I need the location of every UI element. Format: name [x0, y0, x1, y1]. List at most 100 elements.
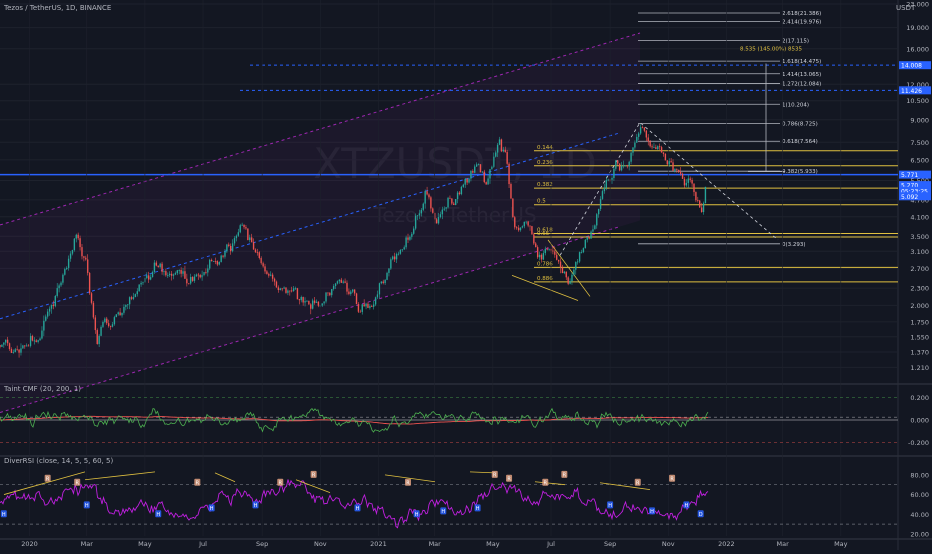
price-tick-label: 7.500 — [910, 139, 929, 147]
candle-body — [519, 227, 522, 231]
candle-body — [485, 182, 487, 185]
time-tick-label: 2021 — [370, 540, 387, 548]
candle-body — [6, 339, 9, 344]
candle-body — [48, 308, 51, 312]
candle-body — [576, 261, 579, 263]
candle-body — [94, 317, 97, 331]
rsi-marker: R — [405, 478, 412, 487]
rsi-marker: R — [310, 470, 317, 479]
fib-level-label: 0.5 — [537, 199, 546, 205]
candle-body — [77, 234, 79, 239]
candle-body — [279, 288, 281, 290]
candle-body — [323, 301, 325, 304]
candle-body — [582, 248, 585, 253]
candle-body — [521, 226, 524, 228]
fib-ext-label: 1.414(13.065) — [782, 72, 821, 78]
rsi-marker-text: R — [75, 481, 79, 487]
candle-body — [268, 273, 270, 276]
symbol-title[interactable]: Tezos / TetherUS, 1D, BINANCE — [4, 4, 112, 12]
candle-body — [472, 170, 474, 173]
candle-body — [27, 345, 30, 347]
candle-body — [664, 153, 667, 161]
price-label-box — [899, 86, 931, 95]
candle-body — [294, 288, 297, 290]
candle-body — [369, 306, 371, 308]
candle-body — [327, 292, 329, 294]
candle-body — [33, 340, 36, 342]
candle-body — [464, 178, 466, 185]
candle-body — [479, 164, 482, 173]
candle-body — [170, 273, 173, 276]
price-label-text: 11.426 — [901, 88, 922, 95]
candle-body — [292, 288, 295, 291]
candle-body — [172, 274, 175, 276]
rsi-marker: H — [683, 501, 690, 509]
rsi-marker: R — [74, 478, 81, 487]
candle-body — [639, 127, 642, 134]
candle-body — [205, 272, 207, 273]
candle-body — [506, 152, 508, 164]
target-label: 8.535 (145.00%) 8535 — [740, 47, 803, 53]
candle-body — [149, 277, 152, 280]
candle-body — [367, 303, 369, 308]
candle-body — [8, 343, 11, 350]
candle-body — [679, 172, 682, 174]
candle-body — [393, 256, 396, 260]
candle-body — [687, 178, 689, 183]
candle-body — [594, 225, 596, 230]
time-tick-label: Jul — [546, 540, 555, 548]
price-tick-label: 3.100 — [910, 248, 929, 256]
candle-body — [670, 161, 672, 163]
time-tick-label: 2022 — [718, 540, 735, 548]
candle-body — [544, 248, 546, 254]
horizontal-levels — [0, 64, 898, 176]
candle-body — [590, 231, 592, 239]
rsi-marker-text: R — [406, 481, 410, 487]
candle-body — [151, 272, 154, 278]
candle-body — [85, 257, 87, 260]
candle-body — [64, 269, 66, 275]
candle-body — [365, 303, 367, 307]
candle-body — [127, 304, 129, 306]
candle-body — [273, 278, 276, 282]
candle-body — [283, 287, 285, 289]
candle-body — [693, 183, 695, 193]
candle-body — [397, 253, 400, 255]
candle-body — [620, 165, 623, 171]
rsi-marker-text: R — [670, 477, 674, 483]
candle-body — [98, 335, 100, 344]
rsi-title[interactable]: DiverRSI (close, 14, 5, 5, 60, 5) — [4, 457, 114, 465]
candle-body — [449, 197, 451, 199]
candle-body — [624, 165, 627, 167]
rsi-marker-text: R — [279, 481, 283, 487]
candle-body — [380, 281, 383, 284]
candle-body — [81, 247, 83, 257]
candle-body — [405, 237, 407, 248]
candle-body — [676, 168, 678, 170]
rsi-marker-text: R — [46, 477, 50, 483]
candle-body — [71, 250, 74, 254]
candle-body — [420, 209, 423, 214]
candle-body — [344, 281, 346, 283]
candle-body — [25, 345, 28, 347]
divergence-line — [384, 474, 436, 483]
rsi-marker-text: H — [254, 503, 258, 509]
candle-body — [695, 192, 697, 201]
candle-body — [357, 304, 360, 312]
candle-body — [336, 281, 339, 284]
price-label-box — [899, 192, 931, 201]
candle-body — [655, 147, 657, 150]
candle-body — [374, 297, 377, 305]
candle-body — [618, 163, 621, 171]
cmf-title[interactable]: Taint CMF (20, 200, 1) — [4, 385, 82, 393]
price-grid — [0, 3, 898, 368]
price-label-text: 5.092 — [901, 194, 918, 201]
candle-body — [132, 297, 135, 299]
candle-body — [563, 271, 566, 274]
candle-body — [148, 275, 150, 280]
candle-body — [634, 142, 636, 148]
rsi-marker-text: H — [441, 509, 445, 515]
candle-body — [496, 144, 499, 153]
